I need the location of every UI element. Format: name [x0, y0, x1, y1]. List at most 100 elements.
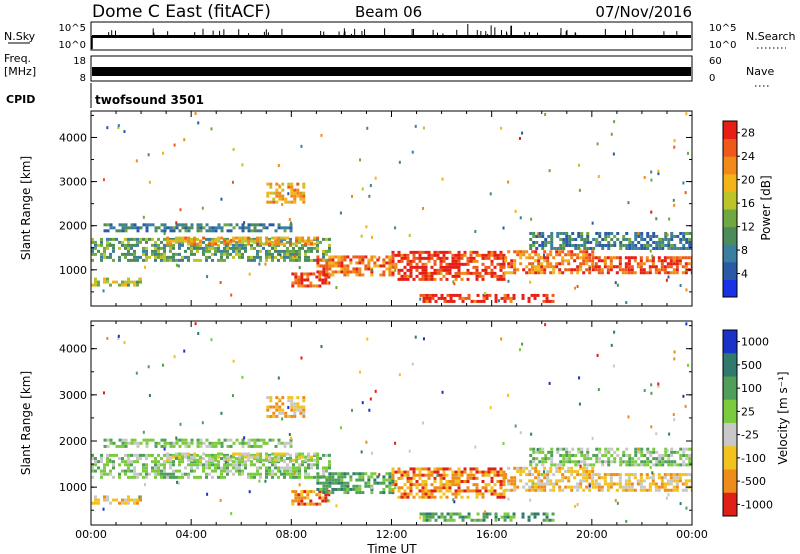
power-cell [170, 229, 173, 232]
power-cell [525, 256, 528, 259]
power-colorbar-segment [723, 279, 737, 297]
velocity-cell [247, 456, 250, 459]
velocity-cell [613, 365, 615, 368]
velocity-cell [220, 457, 223, 460]
power-cell [302, 195, 305, 198]
velocity-cell [124, 463, 127, 466]
velocity-cell [290, 415, 293, 418]
velocity-cell [646, 451, 649, 454]
power-cell [364, 264, 367, 267]
velocity-cell [585, 470, 588, 473]
velocity-cell [546, 482, 549, 485]
noise-left-tick-bottom: 10^0 [59, 40, 86, 51]
velocity-cell [431, 483, 434, 486]
power-cell [616, 271, 619, 274]
velocity-cell [685, 448, 688, 451]
power-cell [537, 259, 540, 262]
velocity-cell [485, 483, 488, 486]
power-cell [184, 237, 187, 240]
velocity-cell [100, 460, 103, 463]
power-cell [503, 263, 506, 266]
velocity-cell [388, 475, 391, 478]
power-cell [443, 260, 446, 263]
power-cell [450, 297, 453, 300]
velocity-cell [136, 454, 139, 457]
power-cell [588, 256, 591, 259]
velocity-cell [409, 450, 411, 453]
power-cell [296, 189, 299, 192]
power-cell [133, 238, 136, 241]
velocity-cell [673, 489, 676, 492]
velocity-cell [331, 488, 334, 491]
velocity-cell [304, 459, 307, 462]
velocity-cell [552, 486, 555, 489]
velocity-cell [610, 482, 613, 485]
velocity-cell [140, 442, 143, 445]
velocity-cell [625, 454, 628, 457]
velocity-cell [555, 470, 558, 473]
power-cell [322, 253, 325, 256]
velocity-cell [507, 516, 510, 519]
velocity-cell [685, 482, 688, 485]
power-cell [437, 269, 440, 272]
power-cell [307, 237, 310, 240]
power-cell [510, 300, 513, 303]
velocity-cell [139, 473, 142, 476]
velocity-cell [376, 482, 379, 485]
velocity-cell [343, 475, 346, 478]
velocity-cell [244, 463, 247, 466]
velocity-cell [401, 493, 404, 496]
velocity-cell [543, 482, 546, 485]
velocity-cell [419, 467, 422, 470]
power-cell [145, 250, 148, 253]
velocity-cell [459, 512, 462, 515]
power-cell [358, 270, 361, 273]
power-cell [199, 240, 202, 243]
power-cell [388, 264, 391, 267]
velocity-cell [295, 456, 298, 459]
power-cell [208, 247, 211, 250]
velocity-cell [415, 336, 417, 339]
power-colorbar-tick-label: 28 [741, 127, 755, 140]
power-cell [328, 258, 331, 261]
power-cell [525, 271, 528, 274]
power-cell [266, 183, 269, 186]
power-cell [595, 262, 598, 265]
velocity-cell [148, 473, 151, 476]
power-cell [643, 271, 646, 274]
velocity-cell [254, 439, 257, 442]
velocity-cell [562, 463, 565, 466]
power-cell [549, 253, 552, 256]
power-cell [667, 247, 670, 250]
x-tick-label: 12:00 [376, 528, 408, 541]
velocity-cell [564, 470, 567, 473]
power-cell [497, 263, 500, 266]
velocity-cell [130, 470, 133, 473]
velocity-cell [543, 519, 546, 522]
velocity-cell [410, 489, 413, 492]
velocity-cell [302, 406, 305, 409]
power-cell [468, 297, 471, 300]
power-cell [437, 254, 440, 257]
power-cell [529, 247, 532, 250]
velocity-cell [592, 454, 595, 457]
velocity-cell [258, 480, 260, 483]
velocity-cell [307, 459, 310, 462]
velocity-cell [162, 364, 164, 367]
velocity-cell [388, 491, 391, 494]
power-cell [595, 232, 598, 235]
power-cell [534, 250, 537, 253]
velocity-cell [580, 451, 583, 454]
velocity-cell [540, 482, 543, 485]
power-cell [275, 195, 278, 198]
velocity-cell [299, 406, 302, 409]
power-cell [395, 263, 398, 266]
power-cell [534, 294, 537, 297]
velocity-cell [289, 476, 292, 479]
power-cell [426, 294, 429, 297]
velocity-cell [574, 463, 577, 466]
power-cell [610, 265, 613, 268]
power-cell [230, 229, 233, 232]
power-cell [440, 272, 442, 275]
velocity-cell [251, 445, 254, 448]
